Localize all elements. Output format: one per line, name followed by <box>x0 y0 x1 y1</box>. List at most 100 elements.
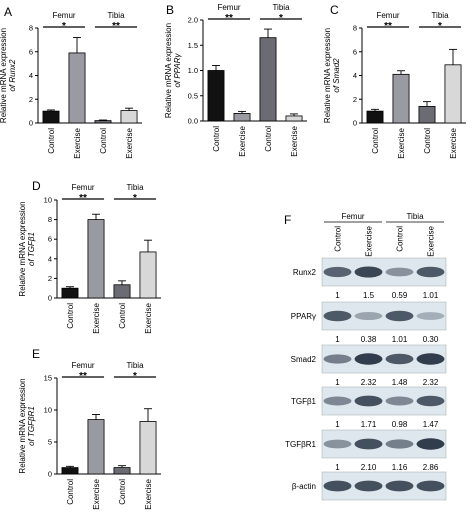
y-axis-label: Relative mRNA expression <box>18 201 27 296</box>
group-label: Tibia <box>272 3 290 12</box>
x-tick-label: Control <box>118 479 127 505</box>
blot-quant-value: 0.38 <box>361 335 377 344</box>
blot-quant-value: 2.10 <box>361 463 377 472</box>
x-tick-label: Exercise <box>397 127 406 158</box>
bar <box>139 421 157 475</box>
bar <box>233 113 251 122</box>
significance-marker: ** <box>225 13 233 24</box>
bar <box>444 64 462 124</box>
x-tick-label: Control <box>423 128 432 154</box>
blot-band <box>385 396 414 406</box>
blot-row-label: TGFβR1 <box>285 440 316 449</box>
significance-marker: ** <box>79 371 87 382</box>
panel-letter: A <box>4 5 12 19</box>
y-axis-label: Relative mRNA expression <box>18 378 27 473</box>
y-tick-label: 0.0 <box>188 117 198 126</box>
x-tick-label: Control <box>99 128 108 154</box>
y-tick-label: 2 <box>29 95 33 104</box>
bar <box>285 115 303 122</box>
blot-band <box>354 395 383 407</box>
y-tick-label: 8 <box>353 24 357 33</box>
blot-row: β-actin <box>292 471 447 501</box>
y-tick-label: 2 <box>353 95 357 104</box>
significance-marker: * <box>133 371 137 382</box>
bar <box>61 287 79 299</box>
group-label: Tibia <box>126 183 144 192</box>
blot-band <box>385 480 414 492</box>
panel-letter: F <box>284 213 291 227</box>
x-tick-label: Exercise <box>92 302 101 333</box>
panel-d: D 0 2 4 6 8 10 Relative mRNA expression of TGFβ1… <box>18 179 161 334</box>
blot-row: Runx2 1 1.5 0.59 1.01 <box>293 257 447 300</box>
y-axis-label-gene: of Smad2 <box>332 58 341 93</box>
bar <box>87 419 105 475</box>
significance-marker: ** <box>112 21 120 32</box>
blot-band <box>416 312 445 320</box>
blot-quant-value: 2.86 <box>423 463 439 472</box>
bar <box>68 52 86 124</box>
y-axis-label: Relative mRNA expression <box>323 28 332 123</box>
bar <box>207 70 225 122</box>
blot-band <box>323 354 352 364</box>
bar <box>94 120 112 124</box>
blot-row-label: β-actin <box>292 482 316 491</box>
blot-band <box>416 266 445 278</box>
x-tick-label: Control <box>47 128 56 154</box>
group-label: Tibia <box>107 11 125 20</box>
blot-band <box>354 438 383 450</box>
y-tick-label: 6 <box>48 235 52 244</box>
blot-band <box>385 353 414 365</box>
blot-band <box>416 353 445 365</box>
x-tick-label: Exercise <box>238 125 247 156</box>
blot-lane-label: Exercise <box>365 225 374 256</box>
blot-row-label: Runx2 <box>293 268 317 277</box>
y-tick-label: 0 <box>48 470 52 479</box>
blot-band <box>416 395 445 407</box>
y-tick-label: 0 <box>29 119 33 128</box>
blot-quant-value: 1.16 <box>392 463 408 472</box>
blot-quant-value: 1.01 <box>392 335 408 344</box>
y-tick-label: 6 <box>29 47 33 56</box>
y-tick-label: 0 <box>48 294 52 303</box>
significance-marker: * <box>279 13 283 24</box>
y-axis-label-gene: of TGFβR1 <box>27 406 36 446</box>
blot-row: TGFβR1 1 2.10 1.16 2.86 <box>285 429 447 472</box>
y-tick-label: 5 <box>48 438 52 447</box>
y-axis-label-gene: of Runx2 <box>8 59 17 92</box>
y-tick-label: 15 <box>44 374 52 383</box>
x-tick-label: Control <box>66 303 75 329</box>
blot-quant-value: 1.01 <box>423 291 439 300</box>
blot-band <box>323 396 352 406</box>
x-tick-label: Control <box>212 126 221 152</box>
bar <box>120 110 138 124</box>
blot-lane-label: Exercise <box>427 225 436 256</box>
blot-band <box>416 480 445 492</box>
blot-row: Smad2 1 2.32 1.48 2.32 <box>291 344 447 387</box>
bar <box>87 219 105 299</box>
blot-group-label: Femur <box>341 212 364 221</box>
blot-band <box>385 267 414 277</box>
group-label: Femur <box>71 183 94 192</box>
y-axis-label: Relative mRNA expression <box>0 28 8 123</box>
blot-row: TGFβ1 1 1.71 0.98 1.47 <box>291 386 447 429</box>
bar <box>61 467 79 475</box>
x-tick-label: Control <box>371 128 380 154</box>
x-tick-label: Control <box>264 126 273 152</box>
blot-quant-value: 2.32 <box>361 378 377 387</box>
y-axis-label-gene: of TGFβ1 <box>27 232 36 266</box>
y-tick-label: 4 <box>353 71 357 80</box>
y-tick-label: 2 <box>48 274 52 283</box>
blot-band <box>354 480 383 492</box>
blot-row-label: PPARγ <box>291 312 316 321</box>
y-tick-label: 10 <box>44 196 52 205</box>
bar <box>259 37 277 122</box>
significance-marker: ** <box>79 193 87 204</box>
bar <box>139 251 157 299</box>
blot-quant-value: 0.59 <box>392 291 408 300</box>
blot-band <box>385 310 414 322</box>
blot-quant-value: 1.71 <box>361 420 377 429</box>
blot-quant-value: 0.30 <box>423 335 439 344</box>
